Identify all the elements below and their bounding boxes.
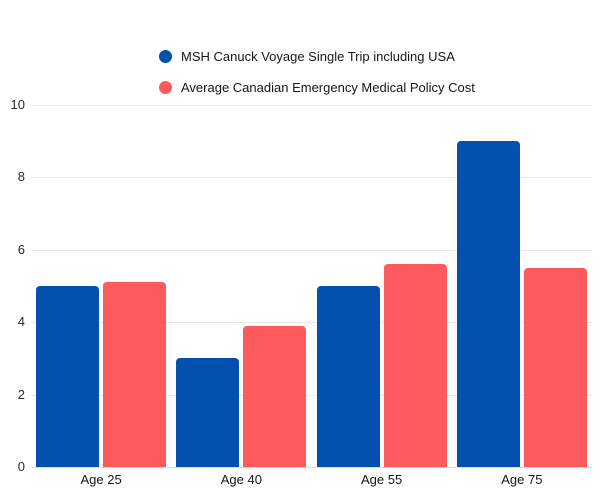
legend-item-label: Average Canadian Emergency Medical Polic… xyxy=(181,79,475,95)
y-axis: 0 2 4 6 8 10 xyxy=(0,0,25,500)
legend-item-average-canadian-eme: Average Canadian Emergency Medical Polic… xyxy=(159,79,475,95)
gridline-4 xyxy=(31,322,592,324)
legend-item-label: MSH Canuck Voyage Single Trip including … xyxy=(181,48,455,64)
x-tick-label-age-55: Age 55 xyxy=(361,472,403,487)
bar-series1-age-75 xyxy=(456,141,520,467)
bar-series1-age-40 xyxy=(176,358,240,467)
plot-area xyxy=(31,105,592,468)
bar-series2-age-25 xyxy=(103,282,167,467)
y-tick-label-8: 8 xyxy=(17,169,25,185)
bar-group-age-25 xyxy=(31,105,171,467)
bars-layer xyxy=(31,105,592,467)
legend-dot-icon xyxy=(159,49,172,63)
bar-series1-age-55 xyxy=(316,286,380,467)
bar-series1-age-25 xyxy=(36,286,100,467)
x-tick-label-age-25: Age 25 xyxy=(80,472,122,487)
y-tick-label-6: 6 xyxy=(17,241,25,257)
legend-item-msh-canuck-voyage-si: MSH Canuck Voyage Single Trip including … xyxy=(159,48,475,64)
y-tick-label-0: 0 xyxy=(17,459,25,474)
gridline-8 xyxy=(31,177,592,179)
bar-group-age-40 xyxy=(171,105,311,467)
y-tick-label-10: 10 xyxy=(10,97,25,112)
y-tick-label-2: 2 xyxy=(17,386,25,402)
bar-group-age-55 xyxy=(312,105,452,467)
gridline-6 xyxy=(31,249,592,251)
y-tick-label-4: 4 xyxy=(17,314,25,330)
bar-group-age-75 xyxy=(452,105,592,467)
bar-series2-age-40 xyxy=(243,325,307,467)
gridline-10 xyxy=(31,105,592,106)
legend-dot-icon xyxy=(159,80,172,94)
x-tick-label-age-75: Age 75 xyxy=(501,472,543,487)
bar-series2-age-55 xyxy=(383,264,447,467)
gridline-2 xyxy=(31,394,592,396)
bar-series2-age-75 xyxy=(523,267,587,467)
legend: MSH Canuck Voyage Single Trip including … xyxy=(159,48,475,95)
x-tick-label-age-40: Age 40 xyxy=(220,472,262,487)
x-axis: Age 25 Age 40 Age 55 Age 75 xyxy=(31,472,592,487)
